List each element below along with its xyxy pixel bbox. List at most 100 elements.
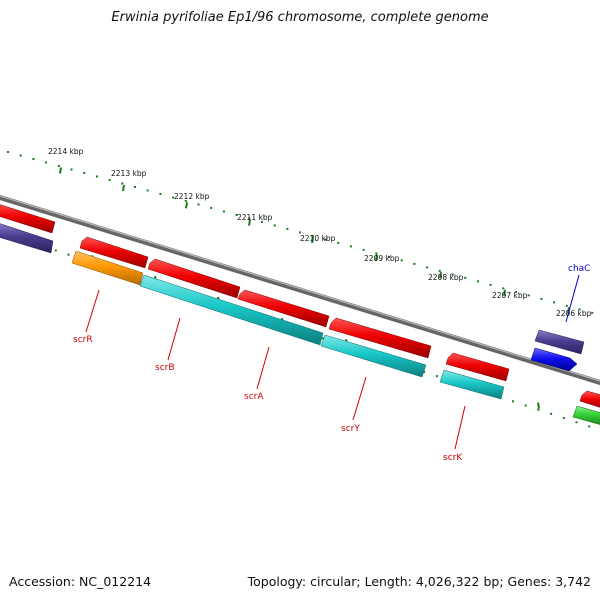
- ruler-dot: [95, 175, 98, 178]
- ruler-dot: [299, 231, 302, 234]
- ruler-dot: [489, 283, 492, 286]
- ruler-dot: [286, 227, 289, 230]
- gene-arrow[interactable]: [534, 329, 585, 355]
- gene-arrow[interactable]: [530, 347, 578, 372]
- forward-strand-features: [0, 203, 600, 409]
- tick-label: 2209 kbp: [364, 254, 400, 263]
- gene-label-scrA[interactable]: scrA: [244, 392, 264, 402]
- gene-arrow[interactable]: [139, 274, 324, 346]
- ruler-dot: [32, 157, 35, 160]
- ruler-dot: [222, 210, 225, 213]
- gene-arrow[interactable]: [320, 334, 427, 378]
- gene-arrow[interactable]: [439, 369, 505, 400]
- gene-arrow[interactable]: [79, 236, 149, 269]
- reverse-strand-features: [0, 222, 600, 426]
- ruler-dot: [588, 425, 591, 428]
- gene-arrow[interactable]: [579, 390, 600, 409]
- tick-label: 2210 kbp: [300, 234, 336, 243]
- ruler-dot: [515, 290, 517, 293]
- ruler-dot: [146, 189, 149, 192]
- ruler-dot: [423, 370, 426, 373]
- ruler-dot: [19, 154, 22, 157]
- ruler-dot: [388, 255, 390, 258]
- ruler-major-tick: [59, 167, 62, 174]
- ruler-dot: [172, 196, 175, 199]
- ruler-dot: [57, 164, 60, 167]
- ruler-dot: [540, 297, 543, 300]
- ruler-dot: [248, 217, 251, 220]
- ruler-dot: [121, 182, 124, 185]
- ruler-dot: [476, 280, 479, 283]
- gene-label-scrR[interactable]: scrR: [73, 335, 93, 345]
- ruler-labels: 2214 kbp 2213 kbp 2212 kbp 2211 kbp 2210…: [48, 147, 592, 318]
- ruler-dot: [235, 213, 238, 216]
- ruler-major-tick: [185, 202, 188, 209]
- ruler-dot: [210, 206, 213, 209]
- ruler-dot: [537, 408, 540, 411]
- ruler-dot: [321, 337, 324, 340]
- gene-label-scrY[interactable]: scrY: [341, 424, 360, 434]
- ruler-dot: [273, 224, 276, 227]
- ruler-dot: [413, 262, 416, 265]
- genome-summary-text: Topology: circular; Length: 4,026,322 bp…: [247, 574, 591, 589]
- gene-arrow[interactable]: [572, 405, 600, 426]
- gene-arrow[interactable]: [445, 352, 510, 382]
- ruler-dot: [261, 220, 263, 223]
- ruler-dot: [45, 161, 48, 164]
- ruler-dot: [512, 400, 514, 403]
- ruler-dot: [550, 412, 553, 415]
- ruler-major-tick: [439, 272, 442, 279]
- gene-arrow[interactable]: [237, 289, 330, 328]
- tick-label: 2212 kbp: [174, 192, 210, 201]
- accession-text: Accession: NC_012214: [9, 574, 152, 589]
- tick-label: 2211 kbp: [237, 213, 273, 222]
- ruler-dot: [70, 168, 73, 171]
- gene-label-scrB[interactable]: scrB: [155, 363, 175, 373]
- tick-label: 2206 kbp: [556, 309, 592, 318]
- ruler-dot: [451, 273, 454, 276]
- ruler-dot: [197, 203, 200, 206]
- gene-arrow[interactable]: [0, 203, 56, 234]
- tick-label: 2208 kbp: [428, 273, 464, 282]
- tick-label: 2213 kbp: [111, 169, 147, 178]
- gene-label-chaC[interactable]: chaC: [568, 264, 590, 274]
- ruler-dot: [575, 421, 578, 424]
- gene-labels: scrR scrB scrA scrY scrK chaC: [73, 264, 590, 463]
- ruler-major-tick: [537, 402, 540, 409]
- gene-label-scrK[interactable]: scrK: [443, 453, 463, 463]
- ruler-dot: [553, 301, 556, 304]
- ruler-dot: [83, 171, 86, 174]
- ruler-dot: [527, 294, 530, 297]
- ruler-dot: [54, 249, 57, 252]
- tick-label: 2214 kbp: [48, 147, 84, 156]
- ruler-major-tick: [311, 236, 314, 244]
- ruler-dot: [426, 266, 429, 269]
- ruler-dot: [159, 192, 162, 195]
- ruler-dot: [67, 253, 70, 256]
- gene-arrow[interactable]: [71, 250, 144, 286]
- ruler-dot: [400, 259, 403, 262]
- gene-arrow[interactable]: [147, 258, 241, 299]
- ruler-dot: [591, 311, 594, 314]
- ruler-dot: [184, 199, 187, 202]
- ruler-dot: [438, 269, 441, 272]
- gene-arrow[interactable]: [0, 222, 54, 254]
- kbp-ruler: [7, 151, 594, 314]
- ruler-dot: [134, 185, 136, 188]
- ruler-dot: [375, 252, 378, 255]
- ruler-dot: [324, 238, 327, 241]
- ruler-dot: [349, 245, 352, 248]
- ruler-major-tick: [503, 289, 506, 297]
- ruler-dot: [565, 304, 568, 307]
- ruler-dot: [311, 234, 314, 237]
- ruler-dot: [435, 375, 438, 378]
- ruler-dot: [362, 248, 365, 251]
- ruler-dot: [464, 276, 467, 279]
- gene-leader-lines: [85, 274, 580, 450]
- ruler-dot: [578, 308, 581, 311]
- tick-label: 2207 kbp: [492, 291, 528, 300]
- gene-arrow[interactable]: [328, 317, 432, 359]
- chromosome-backbone: [0, 194, 600, 386]
- ruler-dot: [108, 178, 111, 181]
